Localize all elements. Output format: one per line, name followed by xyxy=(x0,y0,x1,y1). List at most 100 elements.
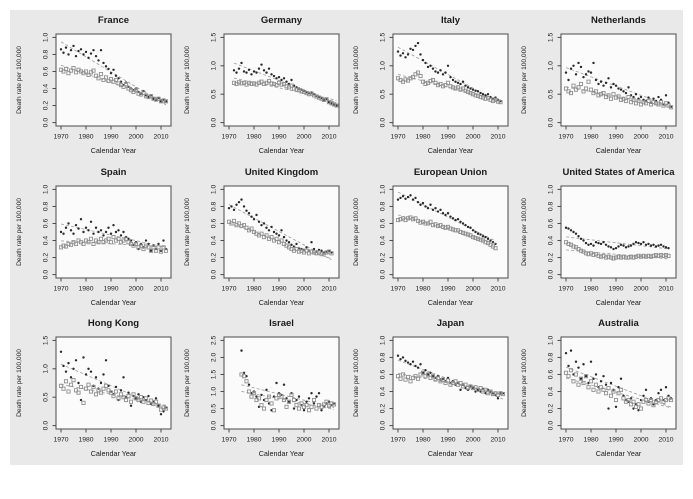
data-point-open-square xyxy=(289,393,294,398)
data-point-open-square xyxy=(601,388,606,393)
data-point-open-square xyxy=(66,71,71,76)
data-point-filled xyxy=(614,246,618,250)
data-point-filled xyxy=(471,228,474,232)
data-point-open-square xyxy=(428,219,433,224)
data-point-filled xyxy=(438,208,442,211)
data-point-open-square xyxy=(239,81,244,86)
y-tick-label: 0.4 xyxy=(547,387,554,397)
data-point-open-square xyxy=(136,91,141,96)
data-point-open-square xyxy=(332,102,337,107)
data-point-open-square xyxy=(470,92,475,97)
trend-line-series-open xyxy=(234,77,337,101)
y-axis-label: Death rate per 100,000 xyxy=(16,349,23,417)
x-tick-label: 1980 xyxy=(247,285,262,292)
x-tick-label: 2000 xyxy=(465,285,480,292)
data-point-open-square xyxy=(101,77,106,83)
data-point-filled xyxy=(74,359,78,362)
chart-title: Hong Kong xyxy=(88,318,139,329)
data-point-filled xyxy=(117,228,120,232)
data-point-filled xyxy=(408,47,412,50)
y-tick-label: 1.5 xyxy=(547,32,554,42)
trend-line-series-filled xyxy=(565,367,672,408)
data-point-open-square xyxy=(638,102,643,107)
y-tick-label: 0.4 xyxy=(211,235,218,245)
data-point-open-square xyxy=(141,90,146,95)
x-tick-label: 1990 xyxy=(440,285,455,292)
data-point-open-square xyxy=(498,391,503,396)
data-point-open-square xyxy=(475,236,480,241)
data-point-filled xyxy=(270,73,274,76)
data-point-open-square xyxy=(329,101,334,106)
data-point-open-square xyxy=(478,386,483,391)
data-point-filled xyxy=(79,48,83,51)
data-point-open-square xyxy=(566,241,571,246)
data-point-filled xyxy=(607,407,610,411)
data-point-open-square xyxy=(490,392,495,397)
data-point-filled xyxy=(396,354,399,358)
data-point-filled xyxy=(426,206,429,210)
x-axis-label: Calendar Year xyxy=(259,449,305,458)
plot-area xyxy=(55,336,172,430)
data-point-open-square xyxy=(274,83,279,88)
data-point-filled xyxy=(486,92,489,96)
x-tick-label: 2010 xyxy=(490,285,505,292)
y-tick-label: 0.6 xyxy=(547,218,554,228)
data-point-filled xyxy=(157,242,160,245)
data-point-open-square xyxy=(149,398,154,403)
x-tick-label: 1990 xyxy=(104,437,119,444)
data-point-filled xyxy=(584,73,588,76)
x-tick-label: 2000 xyxy=(129,285,144,292)
data-point-filled xyxy=(574,232,578,235)
y-tick-label: 0.2 xyxy=(379,404,386,414)
data-point-filled xyxy=(64,46,68,49)
data-point-open-square xyxy=(312,250,317,255)
data-point-filled xyxy=(567,227,570,230)
chart-panel-germany: Germany 1970 1980 1990 2000 2010 0.0 0.5 1.0 1.5 C… xyxy=(178,10,346,162)
y-axis-label: Death rate per 100,000 xyxy=(353,197,360,265)
x-axis-label: Calendar Year xyxy=(259,146,305,155)
data-point-open-square xyxy=(164,406,169,411)
y-tick-label: 0.5 xyxy=(379,89,386,99)
data-point-filled xyxy=(94,226,98,229)
data-point-open-square xyxy=(259,403,264,408)
data-point-open-square xyxy=(237,221,242,226)
data-point-filled xyxy=(592,244,595,247)
data-point-open-square xyxy=(151,402,156,407)
trend-line-series-filled xyxy=(397,46,501,104)
x-tick-label: 1990 xyxy=(608,285,623,292)
chart-panel-european-union: European Union 1970 1980 1990 2000 2010 0.0 0.2… xyxy=(347,162,515,314)
data-point-open-square xyxy=(146,94,151,100)
y-tick-label: 0.6 xyxy=(547,370,554,380)
data-point-open-square xyxy=(460,86,465,91)
data-point-open-square xyxy=(86,382,91,388)
data-point-open-square xyxy=(581,381,586,386)
chart-united-kingdom: United Kingdom 1970 1980 1990 2000 2010 0.0 0.2… xyxy=(184,167,340,307)
data-point-open-square xyxy=(139,243,144,248)
data-point-open-square xyxy=(636,253,641,258)
data-point-open-square xyxy=(473,385,478,390)
data-point-open-square xyxy=(440,377,445,382)
data-point-filled xyxy=(278,75,281,79)
data-point-filled xyxy=(62,365,65,368)
data-point-filled xyxy=(159,413,163,416)
data-point-filled xyxy=(77,49,80,53)
data-point-open-square xyxy=(430,77,435,83)
data-point-open-square xyxy=(651,403,656,408)
data-point-open-square xyxy=(249,226,254,231)
data-point-filled xyxy=(599,80,603,83)
data-point-open-square xyxy=(593,89,598,94)
data-point-open-square xyxy=(322,402,327,407)
data-point-filled xyxy=(607,244,610,248)
data-point-filled xyxy=(619,88,623,91)
data-point-open-square xyxy=(324,250,329,255)
data-point-open-square xyxy=(69,382,74,388)
trend-line-series-filled xyxy=(397,191,496,242)
y-axis-label: Death rate per 100,000 xyxy=(353,349,360,417)
data-point-open-square xyxy=(425,372,430,377)
data-point-filled xyxy=(431,67,434,70)
data-point-filled xyxy=(89,52,93,55)
y-tick-label: 0.5 xyxy=(211,404,218,414)
data-point-open-square xyxy=(309,405,314,410)
data-point-filled xyxy=(69,48,73,52)
data-point-open-square xyxy=(304,248,309,253)
